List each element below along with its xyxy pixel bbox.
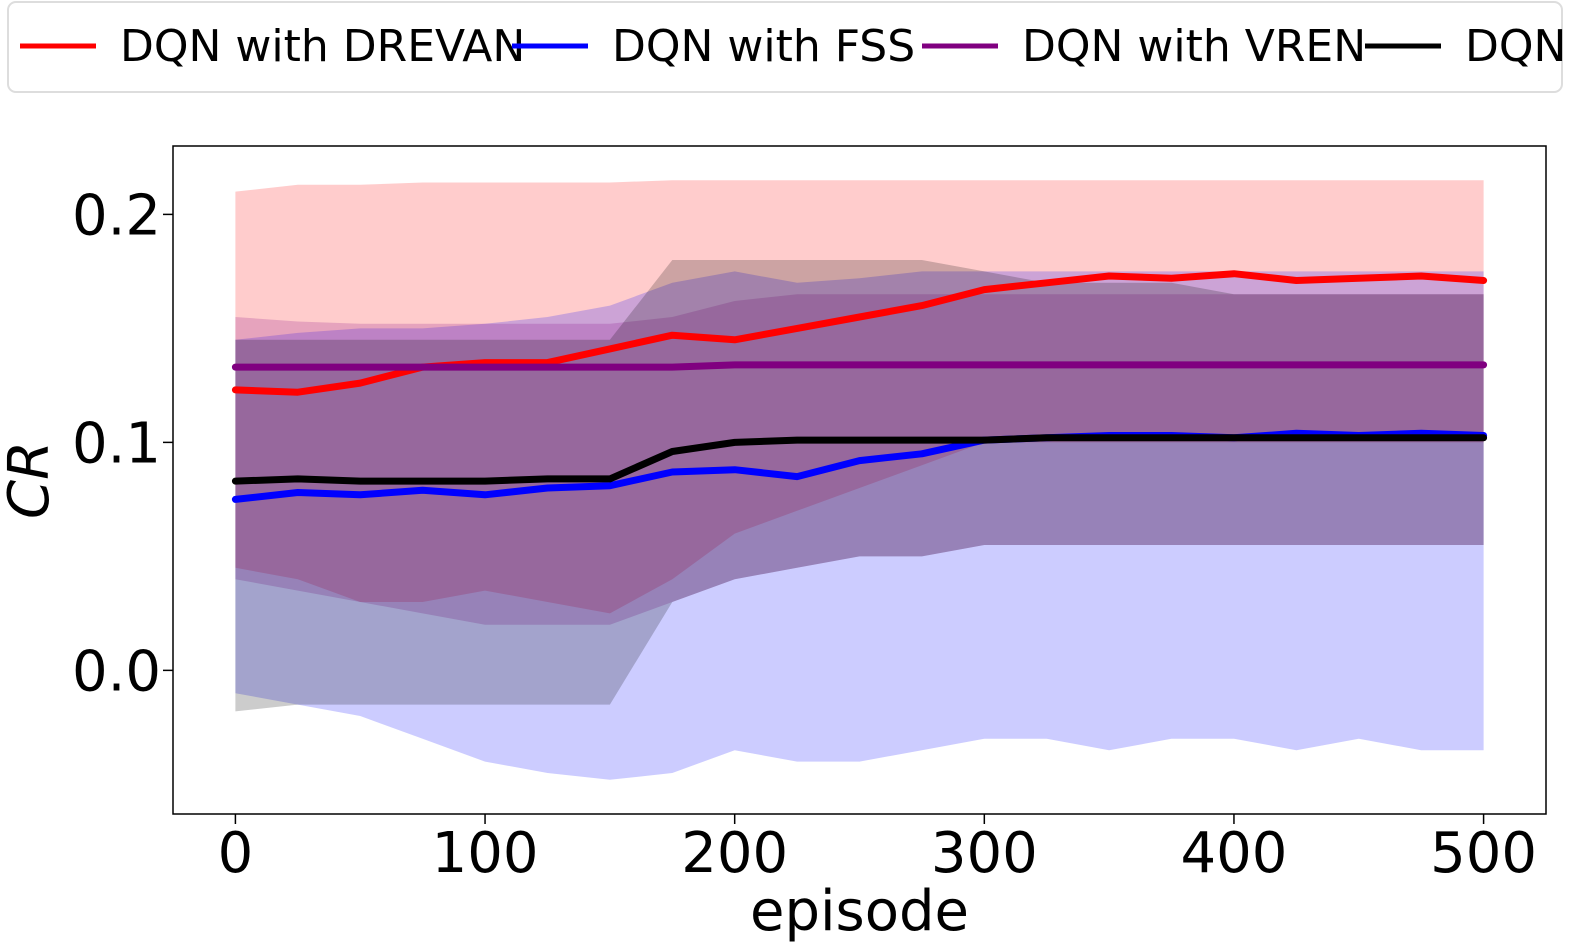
x-tick-label: 400 — [1181, 821, 1288, 886]
x-tick-label: 300 — [931, 821, 1038, 886]
legend-label: DQN with FSS — [612, 21, 915, 72]
legend-label: DQN with DREVAN — [120, 21, 525, 72]
confidence-band — [235, 260, 1484, 712]
confidence-band — [235, 271, 1484, 780]
legend-label: DQN — [1465, 21, 1566, 72]
y-axis-label: CR — [0, 441, 62, 519]
series-line — [231, 361, 1488, 371]
confidence-band — [235, 180, 1484, 614]
x-tick-label: 100 — [432, 821, 539, 886]
legend: DQN with DREVAN DQN with FSS DQN with VREN… — [7, 1, 1566, 93]
legend-frame — [7, 1, 1563, 93]
legend-label: DQN with VREN — [1022, 21, 1366, 72]
x-tick-label: 200 — [681, 821, 788, 886]
x-axis: 0 100 200 300 400 500 — [218, 814, 1537, 886]
y-tick-label: 0.1 — [72, 411, 161, 476]
x-tick-label: 500 — [1430, 821, 1537, 886]
plot-frame — [172, 145, 1547, 815]
series-line — [231, 434, 1488, 485]
y-tick-label: 0.2 — [72, 183, 161, 248]
plot-area — [172, 145, 1547, 815]
y-tick-label: 0.0 — [72, 639, 161, 704]
x-tick-label: 0 — [218, 821, 254, 886]
x-axis-label: episode — [750, 879, 969, 944]
y-axis: 0.0 0.1 0.2 — [72, 183, 173, 704]
